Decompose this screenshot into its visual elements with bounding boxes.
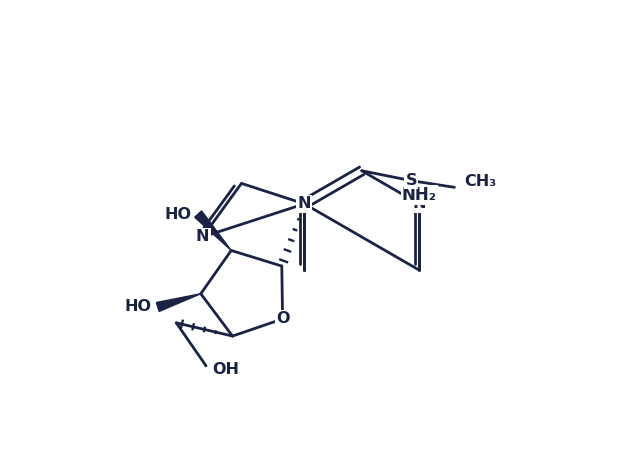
- Text: HO: HO: [165, 206, 192, 221]
- Text: N: N: [412, 196, 426, 212]
- Polygon shape: [195, 211, 231, 251]
- Text: N: N: [196, 229, 209, 244]
- Text: O: O: [276, 312, 289, 327]
- Text: N: N: [298, 196, 311, 212]
- Polygon shape: [156, 294, 201, 312]
- Text: CH₃: CH₃: [464, 173, 496, 188]
- Text: HO: HO: [125, 299, 152, 314]
- Text: NH₂: NH₂: [401, 186, 436, 204]
- Text: S: S: [406, 173, 417, 188]
- Text: N: N: [298, 196, 311, 212]
- Text: OH: OH: [212, 362, 239, 377]
